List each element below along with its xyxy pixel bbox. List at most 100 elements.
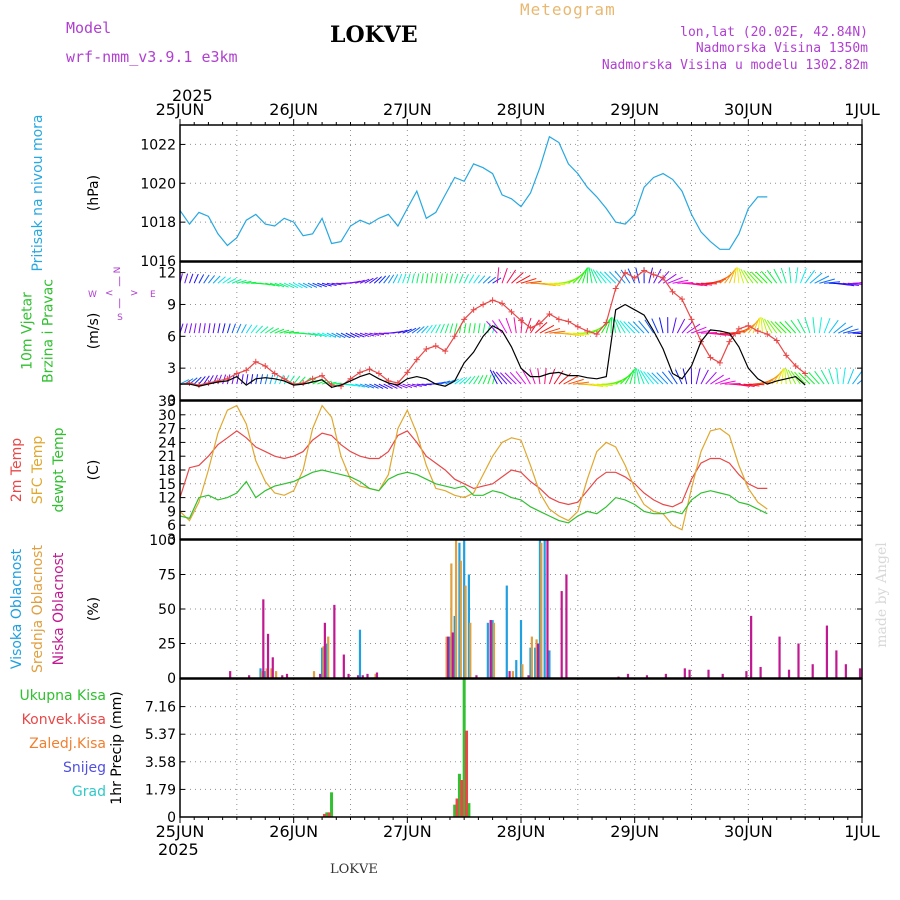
wind-arrow	[487, 374, 492, 385]
bar-clouds	[759, 666, 762, 678]
y-tick-label: 7.16	[145, 700, 176, 716]
wind-arrow	[605, 317, 612, 334]
wind-speed-marker	[480, 301, 487, 308]
bar-clouds	[548, 650, 551, 678]
wind-arrow	[260, 374, 264, 385]
wind-speed-marker	[508, 308, 515, 315]
precip-legend-label: Snijeg	[63, 760, 106, 776]
wind-arrow	[612, 317, 617, 334]
wind-arrow	[614, 270, 626, 284]
bar-clouds	[451, 632, 454, 678]
wind-arrow	[203, 274, 210, 284]
wind-speed-marker	[262, 363, 269, 370]
y-unit-label: (hPa)	[86, 175, 102, 211]
wind-arrow	[288, 375, 295, 385]
wind-arrow	[705, 371, 717, 385]
wind-speed-marker	[650, 271, 657, 278]
bar-precip	[455, 798, 459, 817]
wind-arrow	[231, 278, 242, 284]
wind-arrow	[857, 332, 862, 335]
wind-speed-marker	[300, 380, 307, 387]
top-date-tick: 29JUN	[610, 100, 659, 119]
wind-speed-marker	[423, 346, 430, 353]
wind-arrow	[468, 323, 471, 334]
wind-arrow	[509, 371, 522, 385]
wind-arrow	[421, 273, 424, 284]
y-tick-label: 15	[158, 477, 176, 493]
bar-clouds	[787, 669, 791, 678]
wind-arrow	[539, 324, 555, 334]
wind-arrow	[274, 328, 285, 334]
wind-arrow	[298, 282, 308, 289]
wind-arrow	[303, 332, 314, 336]
wind-speed-marker	[641, 267, 648, 274]
bar-clouds	[459, 560, 462, 678]
wind-arrow	[463, 376, 472, 385]
series-line	[180, 469, 768, 524]
wind-arrow	[321, 282, 332, 287]
wind-arrow	[599, 271, 612, 284]
wind-speed-marker	[631, 274, 638, 281]
wind-speed-marker	[243, 367, 250, 374]
wind-speed-marker	[413, 356, 420, 363]
bottom-date-tick: 29JUN	[610, 822, 659, 841]
wind-speed-marker	[679, 296, 686, 303]
wind-arrow	[773, 268, 782, 284]
wind-speed-marker	[792, 363, 799, 370]
wind-arrow	[458, 273, 464, 284]
wind-arrow	[250, 374, 254, 385]
bar-clouds	[285, 673, 289, 678]
wind-arrow	[350, 332, 360, 338]
wind-arrow	[743, 383, 760, 387]
wind-arrow	[217, 323, 221, 334]
bar-clouds	[229, 671, 232, 678]
wind-arrow	[637, 369, 645, 385]
y-tick-label: 1020	[140, 176, 176, 192]
wind-arrow	[638, 320, 650, 334]
wind-speed-marker	[802, 370, 809, 377]
bar-clouds	[358, 629, 362, 678]
series-line	[180, 135, 768, 250]
bottom-date-tick: 1JUL	[844, 822, 880, 841]
wind-arrow	[241, 324, 247, 334]
bar-clouds	[778, 636, 781, 678]
wind-arrow	[184, 323, 188, 334]
wind-arrow	[369, 276, 378, 284]
bar-clouds	[262, 599, 265, 678]
wind-arrow	[189, 273, 194, 284]
bar-clouds	[546, 540, 549, 678]
wind-speed-marker	[518, 317, 524, 324]
wind-arrow	[501, 267, 508, 284]
wind-arrow	[236, 279, 247, 284]
wind-arrow	[710, 332, 727, 336]
compass-arrow-e: >	[130, 288, 138, 299]
wind-arrow	[620, 372, 633, 385]
wind-speed-marker	[574, 323, 581, 330]
bar-precip	[457, 773, 461, 817]
wind-speed-marker	[527, 324, 534, 331]
wind-arrow	[640, 370, 650, 385]
wind-speed-marker	[309, 375, 316, 382]
bar-precip	[325, 812, 329, 817]
wind-arrow	[435, 273, 438, 284]
wind-arrow	[544, 368, 547, 385]
wind-speed-marker	[461, 316, 468, 323]
wind-arrow	[798, 372, 811, 385]
y-tick-label: 9	[167, 297, 176, 313]
y-axis-label: Niska Oblacnost	[51, 552, 67, 665]
wind-speed-marker	[593, 331, 600, 338]
y-tick-label: 50	[158, 602, 176, 618]
wind-arrow	[416, 326, 425, 334]
wind-speed-marker	[546, 311, 553, 318]
wind-arrow	[766, 319, 778, 334]
wind-arrow	[193, 323, 197, 334]
wind-arrow	[355, 279, 365, 284]
bar-clouds	[475, 675, 478, 678]
wind-arrow	[492, 277, 502, 284]
wind-arrow	[383, 383, 393, 390]
wind-arrow	[847, 282, 862, 285]
wind-arrow	[568, 332, 585, 336]
wind-arrow	[506, 269, 517, 284]
wind-arrow	[799, 268, 807, 284]
wind-arrow	[522, 369, 531, 385]
